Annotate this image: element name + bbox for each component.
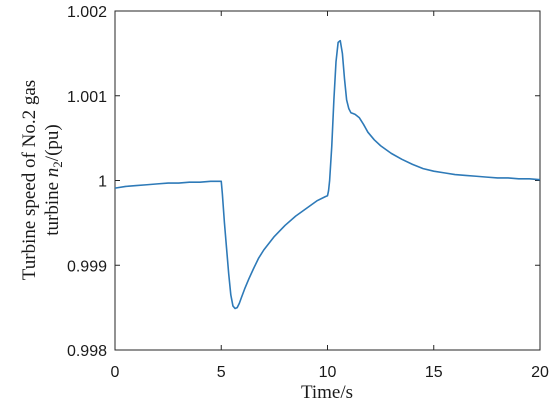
- y-axis-label-symbol: n: [42, 168, 63, 178]
- x-tick-label: 10: [319, 364, 337, 381]
- tick-marks: [114, 10, 541, 351]
- y-tick-label: 0.998: [67, 343, 107, 360]
- y-tick-label: 1.001: [67, 89, 107, 106]
- y-axis-label-line2: turbine n2/(pu): [42, 124, 65, 236]
- y-axis-label: Turbine speed of No.2 gas turbine n2/(pu…: [19, 80, 65, 280]
- x-tick-label: 0: [111, 364, 120, 381]
- y-axis-label-subscript: 2: [50, 161, 65, 168]
- x-axis-label: Time/s: [301, 382, 353, 403]
- tick-labels: 0 5 10 15 20 0.998 0.999 1 1.001 1.002: [67, 4, 549, 381]
- plot-frame: [114, 10, 541, 351]
- x-tick-label: 15: [425, 364, 443, 381]
- series-line: [114, 39, 541, 310]
- y-tick-label: 1.002: [67, 4, 107, 21]
- x-tick-label: 20: [531, 364, 549, 381]
- x-tick-label: 5: [217, 364, 226, 381]
- y-axis-label-prefix: turbine: [42, 177, 63, 236]
- y-tick-label: 0.999: [67, 258, 107, 275]
- y-axis-label-line1: Turbine speed of No.2 gas: [19, 80, 40, 280]
- y-tick-label: 1: [98, 174, 107, 191]
- y-axis-label-suffix: /(pu): [42, 124, 63, 161]
